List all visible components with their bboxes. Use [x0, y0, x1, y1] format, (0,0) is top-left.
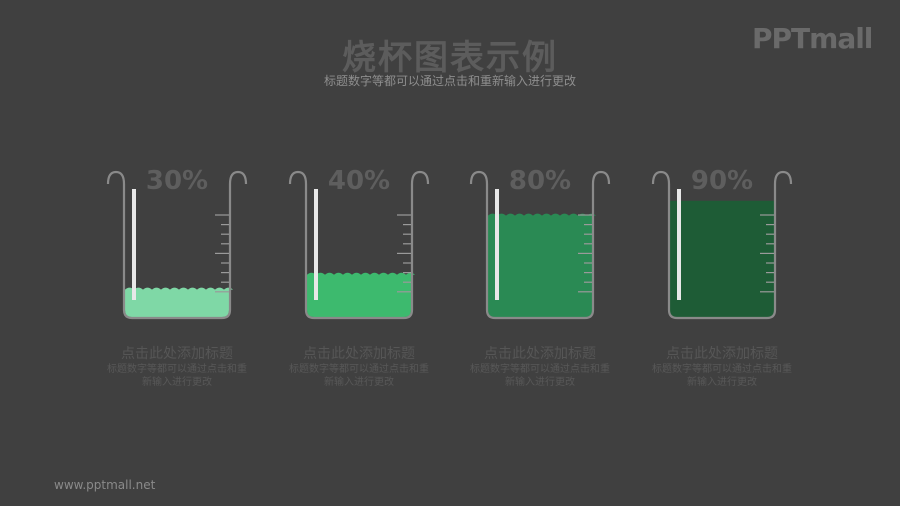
- beaker-title[interactable]: 点击此处添加标题: [121, 346, 233, 362]
- beaker-chart-3: 80% 点击此处添加标题 标题数字等都可以通过点击和重新输入进行更改: [468, 160, 628, 400]
- beaker-graphic: [469, 170, 611, 320]
- beaker-graphic: [106, 170, 248, 320]
- beaker-description[interactable]: 标题数字等都可以通过点击和重新输入进行更改: [289, 364, 429, 388]
- beaker-description[interactable]: 标题数字等都可以通过点击和重新输入进行更改: [107, 364, 247, 388]
- beaker-title[interactable]: 点击此处添加标题: [666, 346, 778, 362]
- beaker-graphic: [288, 170, 430, 320]
- indicator-bar: [314, 189, 318, 300]
- beaker-description[interactable]: 标题数字等都可以通过点击和重新输入进行更改: [652, 364, 792, 388]
- beaker-description[interactable]: 标题数字等都可以通过点击和重新输入进行更改: [470, 364, 610, 388]
- beaker-title[interactable]: 点击此处添加标题: [303, 346, 415, 362]
- indicator-bar: [677, 189, 681, 300]
- liquid-fill: [307, 272, 415, 317]
- indicator-bar: [132, 189, 136, 300]
- beaker-chart-1: 30% 点击此处添加标题 标题数字等都可以通过点击和重新输入进行更改: [105, 160, 265, 400]
- beaker-outline: [288, 170, 430, 320]
- page-subtitle: 标题数字等都可以通过点击和重新输入进行更改: [323, 74, 576, 88]
- beaker-percent[interactable]: 40%: [327, 166, 391, 196]
- beaker-outline: [106, 170, 248, 320]
- liquid-fill: [488, 213, 596, 317]
- beaker-graphic: [651, 170, 793, 320]
- liquid-fill: [670, 200, 774, 317]
- liquid-fill: [125, 287, 233, 317]
- pptmall-logo: PPTmall: [752, 22, 873, 55]
- beaker-percent[interactable]: 80%: [508, 166, 572, 196]
- footer-url[interactable]: www.pptmall.net: [54, 478, 156, 492]
- beaker-outline: [469, 170, 611, 320]
- beaker-chart-2: 40% 点击此处添加标题 标题数字等都可以通过点击和重新输入进行更改: [287, 160, 447, 400]
- beaker-percent[interactable]: 90%: [690, 166, 754, 196]
- beaker-percent[interactable]: 30%: [145, 166, 209, 196]
- page-title: 烧杯图表示例: [342, 38, 558, 78]
- beaker-title[interactable]: 点击此处添加标题: [484, 346, 596, 362]
- indicator-bar: [495, 189, 499, 300]
- beaker-chart-4: 90% 点击此处添加标题 标题数字等都可以通过点击和重新输入进行更改: [650, 160, 810, 400]
- beaker-outline: [651, 170, 793, 320]
